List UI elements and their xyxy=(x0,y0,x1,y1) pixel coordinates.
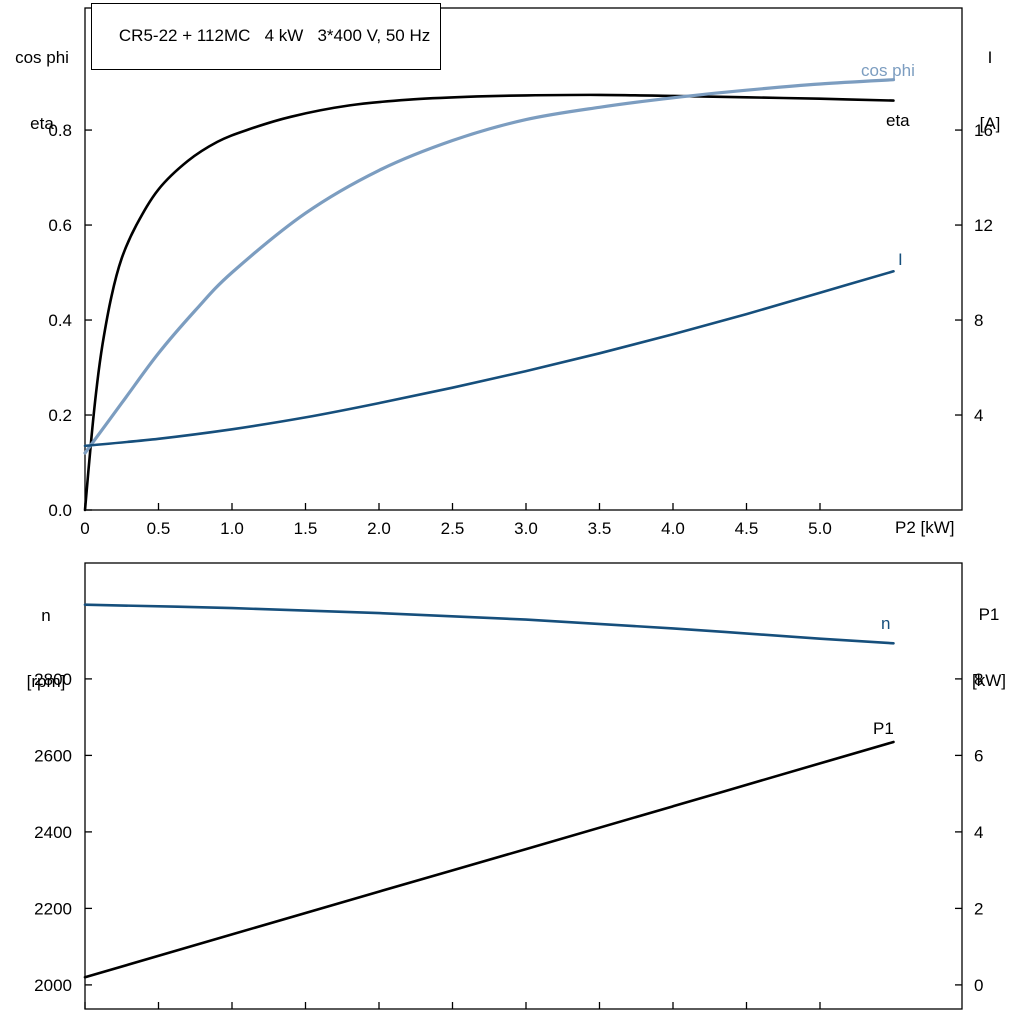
x-axis-title: P2 [kW] xyxy=(895,518,955,537)
x-tick-label: 3.0 xyxy=(514,519,538,538)
chart-title-box: CR5-22 + 112MC 4 kW 3*400 V, 50 Hz xyxy=(91,3,442,70)
series-i xyxy=(83,270,895,448)
plot-frame-0 xyxy=(84,7,963,511)
y-right-tick-label: 6 xyxy=(974,746,983,765)
y-left-tick-label: 0.8 xyxy=(48,121,72,140)
chart-title: CR5-22 + 112MC 4 kW 3*400 V, 50 Hz xyxy=(118,26,431,45)
y-left-tick-label: 2200 xyxy=(34,899,72,918)
series-eta xyxy=(83,93,895,512)
x-tick-label: 0.5 xyxy=(147,519,171,538)
left-axis-title-bottom-line2: [rpm] xyxy=(26,672,66,691)
right-axis-title-line1: I xyxy=(987,48,993,67)
series-cos-phi xyxy=(83,78,896,455)
y-right-tick-label: 12 xyxy=(974,216,993,235)
y-right-tick-label: 0 xyxy=(974,976,983,995)
right-axis-title-top: I [A] xyxy=(962,3,1018,179)
curve-label-p1: P1 xyxy=(873,719,894,738)
y-left-tick-label: 2400 xyxy=(34,823,72,842)
curve-label-current: I xyxy=(898,250,903,269)
y-right-tick-label: 8 xyxy=(974,311,983,330)
y-right-tick-label: 4 xyxy=(974,823,983,842)
right-axis-title-bottom-line2: [kW] xyxy=(972,671,1006,690)
right-axis-title-bottom-line1: P1 xyxy=(978,605,1000,624)
x-tick-label: 0 xyxy=(80,519,89,538)
y-left-tick-label: 0.6 xyxy=(48,216,72,235)
y-left-tick-label: 2600 xyxy=(34,746,72,765)
x-tick-label: 4.0 xyxy=(661,519,685,538)
y-left-tick-label: 2000 xyxy=(34,976,72,995)
y-left-tick-label: 0.0 xyxy=(48,501,72,520)
curve-label-eta: eta xyxy=(886,111,910,130)
x-tick-label: 1.0 xyxy=(220,519,244,538)
y-right-tick-label: 8 xyxy=(974,670,983,689)
plot-frame-1 xyxy=(84,562,963,1010)
curve-label-cos-phi: cos phi xyxy=(861,61,915,80)
series-p1 xyxy=(83,740,895,979)
left-axis-title-bottom-line1: n xyxy=(41,606,51,625)
x-tick-label: 1.5 xyxy=(294,519,318,538)
x-tick-label: 2.5 xyxy=(441,519,465,538)
left-axis-title-line2: eta xyxy=(30,114,54,133)
right-axis-title-bottom: P1 [kW] xyxy=(958,560,1020,736)
left-axis-title-line1: cos phi xyxy=(15,48,69,67)
y-left-tick-label: 2800 xyxy=(34,670,72,689)
curve-label-n: n xyxy=(881,614,891,633)
series-n xyxy=(83,603,895,645)
left-axis-title-top: cos phi eta xyxy=(6,3,78,179)
y-right-tick-label: 16 xyxy=(974,121,993,140)
x-tick-label: 3.5 xyxy=(588,519,612,538)
y-left-tick-label: 0.2 xyxy=(48,406,72,425)
y-right-tick-label: 2 xyxy=(974,899,983,918)
y-right-tick-label: 4 xyxy=(974,406,983,425)
y-left-tick-label: 0.4 xyxy=(48,311,72,330)
right-axis-title-line2: [A] xyxy=(979,114,1001,133)
x-tick-label: 4.5 xyxy=(735,519,759,538)
x-tick-label: 5.0 xyxy=(808,519,832,538)
x-tick-label: 2.0 xyxy=(367,519,391,538)
left-axis-title-bottom: n [rpm] xyxy=(6,561,86,737)
